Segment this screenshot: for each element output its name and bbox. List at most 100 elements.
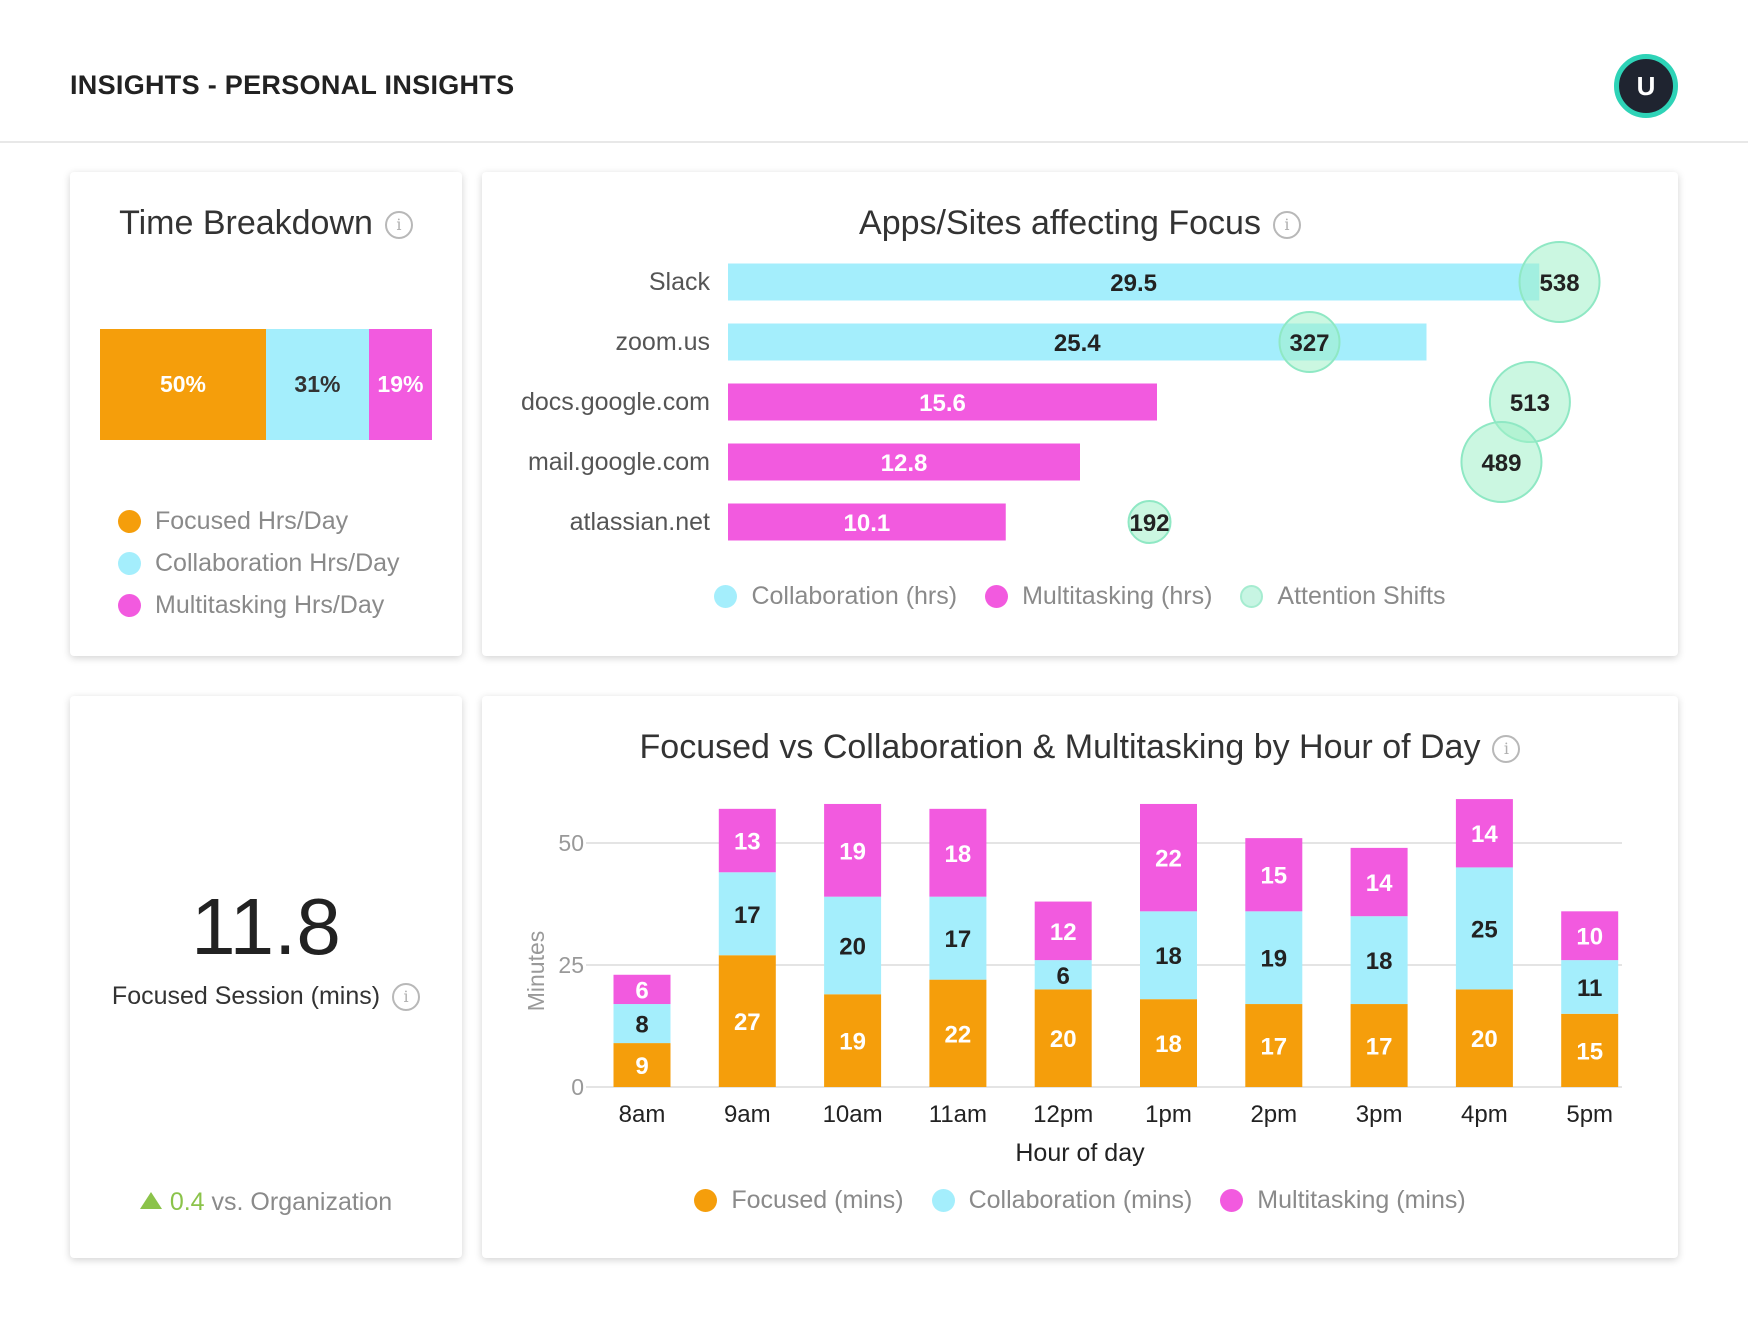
multitasking-bar-segment[interactable] bbox=[1561, 911, 1619, 961]
hourly-chart: 0 25 50 Minutes 9 8 6 8am 27 17 13 9am 19 20 19 10am 22 1… bbox=[523, 799, 1622, 1167]
multitasking-bar[interactable] bbox=[728, 503, 1006, 541]
hourly-chart-card: Focused vs Collaboration & Multitasking … bbox=[482, 696, 1678, 1258]
focused-bar-segment[interactable] bbox=[1245, 1004, 1303, 1087]
collaboration-bar-segment[interactable] bbox=[1350, 916, 1408, 1005]
multitasking-bar-segment[interactable] bbox=[1245, 838, 1303, 912]
collaboration-bar-segment[interactable] bbox=[1034, 960, 1092, 990]
legend-item-collaboration-hrs[interactable]: Collaboration (hrs) bbox=[714, 582, 957, 611]
legend-item-multitasking-hrs[interactable]: Multitasking (hrs) bbox=[985, 582, 1212, 611]
collaboration-dot-icon bbox=[931, 1189, 955, 1212]
focused-bar-segment[interactable] bbox=[1455, 989, 1513, 1087]
focus-apps-card: Apps/Sites affecting Focus i Slack 29.5 zoo… bbox=[482, 172, 1678, 656]
focus-apps-title-row: Apps/Sites affecting Focus i bbox=[482, 204, 1678, 243]
segment-value-label: 25 bbox=[1471, 916, 1498, 943]
multitasking-bar-segment[interactable] bbox=[1034, 901, 1092, 961]
collaboration-bar-segment[interactable] bbox=[1561, 960, 1619, 1014]
multitasking-bar-segment[interactable] bbox=[824, 803, 882, 897]
legend-item-attention-shifts[interactable]: Attention Shifts bbox=[1240, 582, 1446, 611]
collaboration-segment[interactable]: 31% bbox=[266, 329, 369, 440]
time-breakdown-legend: Focused Hrs/Day Collaboration Hrs/Day Mu… bbox=[118, 500, 400, 626]
segment-value-label: 6 bbox=[1057, 963, 1070, 990]
multitasking-bar-segment[interactable] bbox=[613, 974, 671, 1005]
segment-value-label: 20 bbox=[1050, 1026, 1077, 1053]
focused-dot-icon bbox=[694, 1189, 718, 1212]
multitasking-segment[interactable]: 19% bbox=[368, 329, 432, 440]
segment-value-label: 19 bbox=[1260, 946, 1287, 973]
focused-bar-segment[interactable] bbox=[929, 979, 987, 1087]
focused-bar-segment[interactable] bbox=[1350, 1004, 1408, 1087]
multitasking-bar-segment[interactable] bbox=[929, 808, 987, 897]
focused-bar-segment[interactable] bbox=[1034, 989, 1092, 1087]
info-icon[interactable]: i bbox=[1272, 211, 1301, 240]
legend-item-multitasking[interactable]: Multitasking Hrs/Day bbox=[118, 584, 400, 626]
focused-session-label-row: Focused Session (mins) i bbox=[70, 982, 462, 1012]
segment-value-label: 20 bbox=[1471, 1026, 1498, 1053]
attention-shift-bubble[interactable] bbox=[1278, 311, 1341, 373]
attention-shift-bubble[interactable] bbox=[1127, 500, 1172, 544]
segment-value-label: 17 bbox=[945, 926, 972, 953]
collaboration-bar-segment[interactable] bbox=[1140, 911, 1197, 1000]
legend-item-collaboration[interactable]: Collaboration Hrs/Day bbox=[118, 542, 400, 584]
segment-value-label: 6 bbox=[635, 977, 648, 1004]
collaboration-bar-segment[interactable] bbox=[718, 872, 776, 956]
collaboration-bar-segment[interactable] bbox=[929, 896, 987, 980]
x-tick-label: 1pm bbox=[1145, 1101, 1192, 1128]
up-arrow-icon bbox=[139, 1192, 162, 1209]
attention-shift-bubble[interactable] bbox=[1460, 421, 1543, 503]
x-tick-label: 8am bbox=[619, 1101, 666, 1128]
multitasking-bar[interactable] bbox=[728, 443, 1080, 481]
x-tick-label: 11am bbox=[929, 1101, 987, 1128]
info-icon[interactable]: i bbox=[1492, 735, 1521, 764]
collaboration-bar-segment[interactable] bbox=[613, 1004, 671, 1044]
segment-value-label: 13 bbox=[734, 829, 761, 856]
category-label: atlassian.net bbox=[570, 508, 710, 536]
collaboration-bar-segment[interactable] bbox=[1245, 911, 1303, 1005]
segment-value-label: 19 bbox=[839, 838, 866, 865]
focused-bar-segment[interactable] bbox=[613, 1043, 671, 1087]
bar-value-label: 29.5 bbox=[1110, 270, 1157, 297]
legend-item-multitasking-mins[interactable]: Multitasking (mins) bbox=[1220, 1186, 1466, 1215]
segment-value-label: 14 bbox=[1366, 870, 1393, 897]
legend-item-collaboration-mins[interactable]: Collaboration (mins) bbox=[931, 1186, 1192, 1215]
segment-value-label: 17 bbox=[1366, 1034, 1393, 1061]
attention-dot-icon bbox=[1240, 585, 1264, 608]
bubble-value-label: 327 bbox=[1289, 330, 1329, 357]
collaboration-bar-segment[interactable] bbox=[824, 896, 882, 995]
focused-bar-segment[interactable] bbox=[718, 955, 776, 1087]
org-comparison: 0.4 vs. Organization bbox=[70, 1188, 462, 1217]
segment-value-label: 27 bbox=[734, 1009, 761, 1036]
collaboration-bar[interactable] bbox=[728, 263, 1540, 301]
x-tick-label: 5pm bbox=[1566, 1101, 1613, 1128]
segment-value-label: 17 bbox=[1260, 1034, 1287, 1061]
focused-bar-segment[interactable] bbox=[824, 994, 882, 1087]
segment-value-label: 20 bbox=[839, 933, 866, 960]
multitasking-bar-segment[interactable] bbox=[1140, 803, 1197, 912]
category-label: docs.google.com bbox=[521, 388, 710, 416]
focused-session-value: 11.8 bbox=[191, 882, 341, 971]
x-tick-label: 2pm bbox=[1250, 1101, 1297, 1128]
avatar[interactable]: U bbox=[1614, 54, 1678, 118]
x-tick-label: 10am bbox=[823, 1101, 883, 1128]
bar-value-label: 25.4 bbox=[1054, 330, 1101, 357]
info-icon[interactable]: i bbox=[384, 211, 413, 240]
y-tick-label: 25 bbox=[558, 952, 584, 978]
focus-apps-title: Apps/Sites affecting Focus bbox=[859, 204, 1261, 242]
legend-item-focused-mins[interactable]: Focused (mins) bbox=[694, 1186, 904, 1215]
multitasking-bar-segment[interactable] bbox=[1455, 799, 1513, 868]
category-label: mail.google.com bbox=[528, 448, 710, 476]
focused-bar-segment[interactable] bbox=[1561, 1013, 1619, 1087]
bubble-value-label: 513 bbox=[1510, 390, 1550, 417]
segment-value-label: 12 bbox=[1050, 919, 1077, 946]
info-icon[interactable]: i bbox=[392, 983, 421, 1012]
multitasking-dot-icon bbox=[118, 593, 141, 617]
multitasking-bar-segment[interactable] bbox=[718, 808, 776, 873]
focused-segment[interactable]: 50% bbox=[100, 329, 266, 440]
attention-shift-bubble[interactable] bbox=[1518, 241, 1601, 323]
multitasking-bar-segment[interactable] bbox=[1350, 847, 1408, 917]
legend-item-focused[interactable]: Focused Hrs/Day bbox=[118, 500, 400, 542]
collaboration-bar-segment[interactable] bbox=[1455, 867, 1513, 990]
multitasking-bar[interactable] bbox=[728, 383, 1157, 421]
segment-value-label: 18 bbox=[945, 841, 972, 868]
focused-bar-segment[interactable] bbox=[1140, 999, 1197, 1087]
segment-value-label: 15 bbox=[1260, 863, 1287, 890]
